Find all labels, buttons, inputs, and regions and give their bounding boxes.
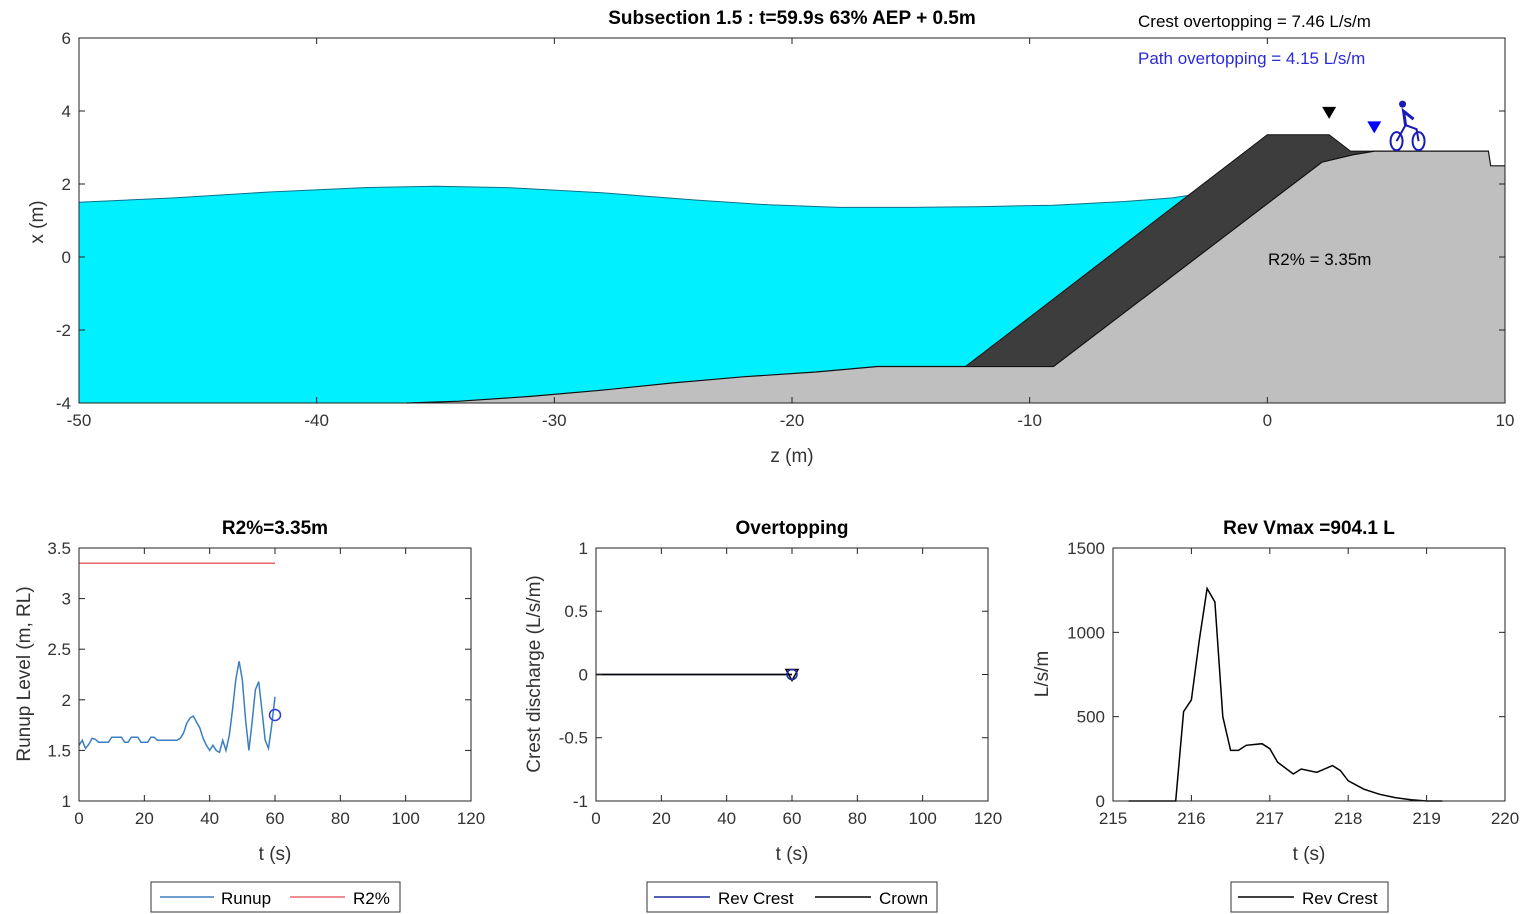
cyclist-icon bbox=[1389, 100, 1426, 152]
runup-legend: Runup R2% bbox=[150, 881, 401, 913]
overtopping-legend: Rev Crest Crown bbox=[646, 881, 938, 913]
y-tick-label: 1 bbox=[579, 539, 588, 558]
water-surface-line bbox=[78, 185, 1197, 208]
path-overtopping-label: Path overtopping = 4.15 L/s/m bbox=[1138, 49, 1365, 68]
x-tick-label: 0 bbox=[1263, 411, 1272, 430]
y-tick-label: 6 bbox=[62, 29, 71, 48]
x-tick-label: 80 bbox=[848, 809, 867, 828]
rev-vmax-xlabel: t (s) bbox=[1293, 844, 1326, 865]
x-tick-label: 120 bbox=[457, 809, 485, 828]
x-tick-label: 40 bbox=[200, 809, 219, 828]
runup-title: R2%=3.35m bbox=[222, 518, 328, 539]
crest-marker bbox=[1322, 106, 1337, 119]
x-tick-label: 216 bbox=[1177, 809, 1205, 828]
y-tick-label: 2 bbox=[62, 691, 71, 710]
y-tick-label: 1.5 bbox=[47, 741, 71, 760]
x-tick-label: 218 bbox=[1334, 809, 1362, 828]
x-tick-label: 20 bbox=[135, 809, 154, 828]
water-body bbox=[79, 186, 1196, 403]
x-tick-label: 219 bbox=[1412, 809, 1440, 828]
r2-legend-label: R2% bbox=[353, 889, 390, 908]
y-tick-label: 0.5 bbox=[564, 602, 588, 621]
rev-crest-legend-label: Rev Crest bbox=[718, 889, 794, 908]
y-tick-label: -4 bbox=[56, 394, 71, 413]
crown-legend-label: Crown bbox=[879, 889, 928, 908]
crest-overtopping-label: Crest overtopping = 7.46 L/s/m bbox=[1138, 12, 1371, 31]
x-tick-label: 60 bbox=[783, 809, 802, 828]
y-tick-label: -0.5 bbox=[559, 729, 588, 748]
x-tick-label: -20 bbox=[780, 411, 805, 430]
x-tick-label: 215 bbox=[1099, 809, 1127, 828]
x-tick-label: 40 bbox=[717, 809, 736, 828]
y-tick-label: 0 bbox=[579, 665, 588, 684]
y-tick-label: 2.5 bbox=[47, 640, 71, 659]
path-marker bbox=[1367, 121, 1382, 134]
x-tick-label: 217 bbox=[1256, 809, 1284, 828]
rev-crest-legend-label: Rev Crest bbox=[1302, 889, 1378, 908]
ground-body bbox=[407, 151, 1505, 403]
x-tick-label: 220 bbox=[1491, 809, 1519, 828]
x-tick-label: 100 bbox=[391, 809, 419, 828]
runup-end-marker bbox=[268, 708, 282, 722]
overtopping-chart: Overtopping 0 20 40 60 80 100 120 -1 -0.5 0 0.5 1 t… bbox=[524, 518, 1002, 913]
y-tick-label: -1 bbox=[573, 792, 588, 811]
rev-vmax-ylabel: L/s/m bbox=[1032, 651, 1053, 697]
runup-legend-label: Runup bbox=[221, 889, 271, 908]
x-tick-label: -30 bbox=[542, 411, 567, 430]
y-tick-label: 3.5 bbox=[47, 539, 71, 558]
cross-section-title: Subsection 1.5 : t=59.9s 63% AEP + 0.5m bbox=[608, 8, 976, 29]
y-tick-label: 4 bbox=[62, 102, 71, 121]
cross-section-ylabel: x (m) bbox=[27, 200, 48, 243]
y-tick-label: 2 bbox=[62, 175, 71, 194]
y-tick-label: 500 bbox=[1077, 708, 1105, 727]
r2-annotation: R2% = 3.35m bbox=[1268, 250, 1371, 269]
x-tick-label: -40 bbox=[304, 411, 329, 430]
runup-chart: R2%=3.35m 0 20 40 60 80 100 120 1 1.5 2 2.5 3 3.5 t … bbox=[14, 518, 485, 913]
y-tick-label: 1000 bbox=[1067, 623, 1105, 642]
axes-box bbox=[1112, 547, 1506, 802]
cross-section-plot-area bbox=[78, 100, 1505, 404]
x-tick-label: 100 bbox=[908, 809, 936, 828]
y-tick-label: -2 bbox=[56, 321, 71, 340]
axes-box bbox=[78, 547, 472, 802]
overtopping-plot-area bbox=[596, 668, 800, 683]
cross-section-xlabel: z (m) bbox=[770, 446, 813, 467]
y-tick-label: 0 bbox=[62, 248, 71, 267]
ground-profile-line bbox=[406, 150, 1505, 404]
overtopping-title: Overtopping bbox=[736, 518, 849, 539]
rev-vmax-plot-area bbox=[1128, 586, 1443, 802]
y-tick-label: 1500 bbox=[1067, 539, 1105, 558]
rev-vmax-title: Rev Vmax =904.1 L bbox=[1223, 518, 1395, 539]
runup-series-line bbox=[78, 661, 276, 754]
runup-plot-area bbox=[78, 562, 282, 754]
runup-xlabel: t (s) bbox=[259, 844, 292, 865]
overtopping-xlabel: t (s) bbox=[776, 844, 809, 865]
x-tick-label: 80 bbox=[331, 809, 350, 828]
overtopping-axes: 0 20 40 60 80 100 120 -1 -0.5 0 0.5 1 bbox=[559, 539, 1002, 828]
rock-armour-layer bbox=[964, 134, 1375, 367]
x-tick-label: 10 bbox=[1496, 411, 1515, 430]
runup-axes: 0 20 40 60 80 100 120 1 1.5 2 2.5 3 3.5 bbox=[47, 539, 485, 828]
rev-vmax-chart: Rev Vmax =904.1 L 215 216 217 218 219 220 0 500… bbox=[1032, 518, 1519, 913]
rev-crest-end-marker bbox=[786, 668, 798, 681]
y-tick-label: 0 bbox=[1096, 792, 1105, 811]
x-tick-label: 60 bbox=[266, 809, 285, 828]
x-tick-label: 0 bbox=[591, 809, 600, 828]
y-tick-label: 3 bbox=[62, 590, 71, 609]
rev-vmax-legend: Rev Crest bbox=[1230, 881, 1389, 913]
x-tick-label: -10 bbox=[1017, 411, 1042, 430]
rev-crest-series-line bbox=[1128, 586, 1443, 802]
x-tick-label: 0 bbox=[74, 809, 83, 828]
x-tick-label: -50 bbox=[67, 411, 92, 430]
cross-section-chart: Subsection 1.5 : t=59.9s 63% AEP + 0.5m … bbox=[27, 8, 1514, 467]
x-tick-label: 20 bbox=[652, 809, 671, 828]
rev-vmax-axes: 215 216 217 218 219 220 0 500 1000 1500 bbox=[1067, 539, 1519, 828]
x-tick-label: 120 bbox=[974, 809, 1002, 828]
runup-ylabel: Runup Level (m, RL) bbox=[14, 586, 35, 761]
y-tick-label: 1 bbox=[62, 792, 71, 811]
overtopping-ylabel: Crest discharge (L/s/m) bbox=[524, 575, 545, 772]
